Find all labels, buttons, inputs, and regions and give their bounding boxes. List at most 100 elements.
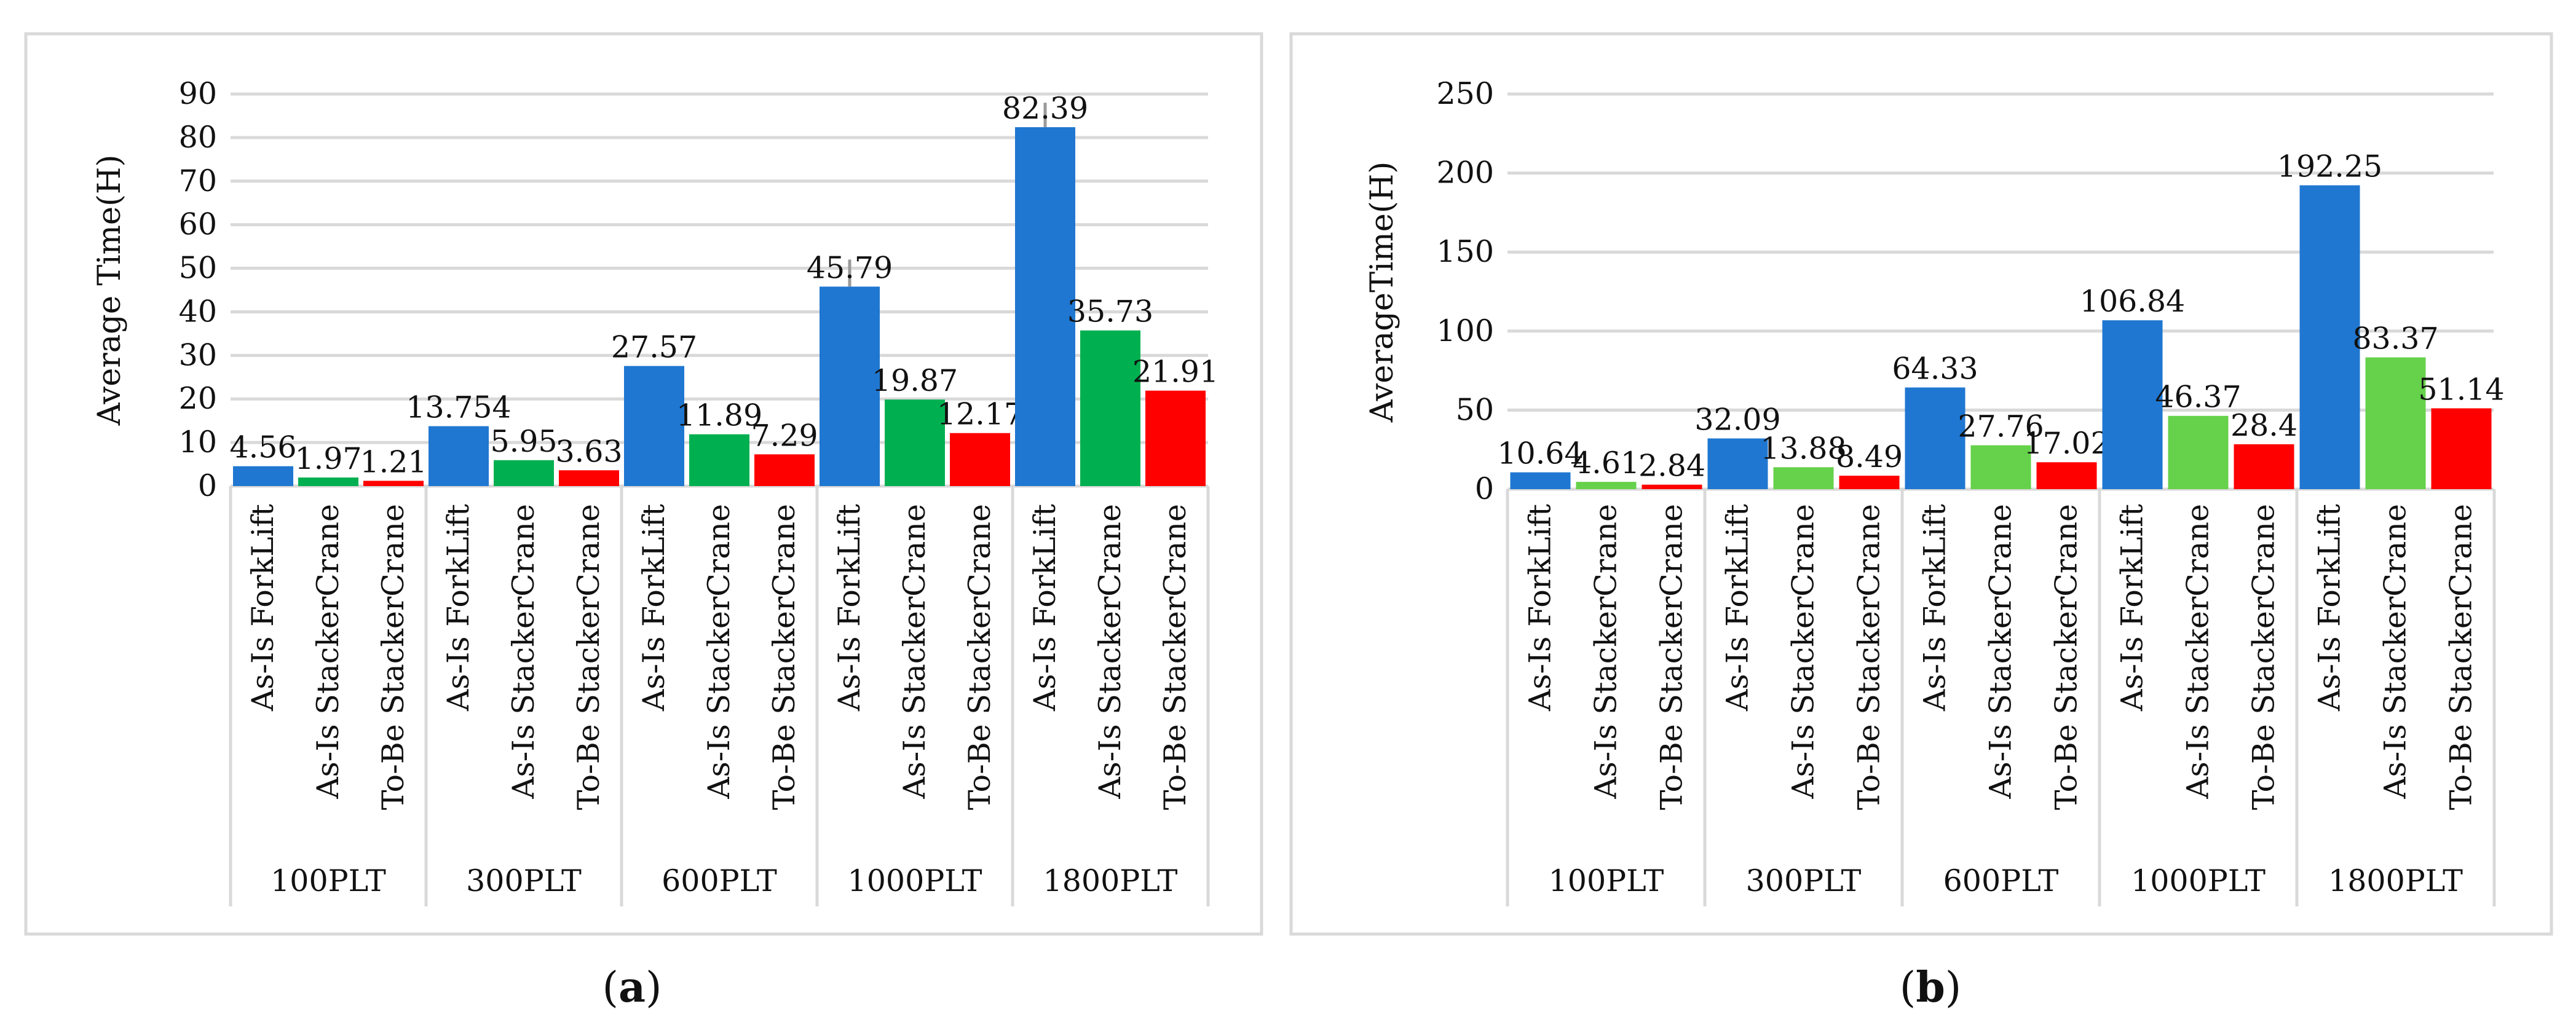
category-label: As-Is StackerCrane	[506, 504, 541, 799]
bar-1800plt-series-3	[2431, 408, 2492, 489]
category-label: As-Is ForkLift	[1523, 504, 1558, 712]
bar-100plt-series-3	[363, 481, 424, 486]
data-label: 1.97	[294, 441, 362, 476]
caption-b: (b)	[1900, 963, 1962, 1012]
category-label: As-Is StackerCrane	[701, 504, 737, 799]
category-label: As-Is ForkLift	[1918, 504, 1953, 712]
data-label: 51.14	[2418, 372, 2504, 407]
data-label: 28.4	[2230, 408, 2297, 443]
y-tick-label: 50	[179, 251, 217, 286]
caption-letter: a	[618, 963, 646, 1012]
category-label: As-Is ForkLift	[1027, 504, 1062, 712]
bar-600plt-series-1	[624, 366, 684, 486]
y-tick-label: 90	[179, 76, 217, 111]
data-label: 46.37	[2155, 380, 2241, 415]
bar-100plt-series-1	[1510, 472, 1571, 489]
data-label: 5.95	[490, 424, 557, 459]
category-label: To-Be StackerCrane	[376, 504, 411, 810]
data-label: 106.84	[2080, 284, 2185, 319]
bar-600plt-series-3	[754, 454, 815, 486]
bar-1000plt-series-2	[885, 399, 945, 486]
data-label: 2.84	[1638, 449, 1705, 484]
data-label: 3.63	[555, 434, 622, 469]
y-tick-label: 60	[179, 207, 217, 242]
category-label: As-Is StackerCrane	[2181, 504, 2216, 799]
bar-600plt-series-2	[1970, 445, 2031, 489]
y-tick-label: 10	[179, 425, 217, 460]
bar-1000plt-series-3	[2234, 444, 2294, 489]
data-label: 32.09	[1694, 402, 1780, 437]
category-label: To-Be StackerCrane	[2246, 504, 2282, 810]
y-tick-label: 20	[179, 381, 217, 416]
group-label: 1800PLT	[1043, 863, 1178, 898]
y-tick-label: 40	[179, 294, 217, 329]
y-axis-title: AverageTime(H)	[1364, 162, 1401, 423]
category-label: To-Be StackerCrane	[2049, 504, 2084, 810]
group-label: 1800PLT	[2328, 863, 2463, 898]
y-axis-title: Average Time(H)	[92, 155, 128, 426]
bar-300plt-series-2	[494, 460, 554, 486]
data-label: 192.25	[2277, 149, 2382, 184]
bar-100plt-series-2	[1576, 482, 1637, 489]
group-label: 100PLT	[271, 863, 386, 898]
bar-1000plt-series-1	[2102, 320, 2163, 489]
data-label: 4.61	[1573, 446, 1640, 481]
group-label: 300PLT	[466, 863, 582, 898]
data-label: 13.88	[1760, 431, 1846, 466]
y-tick-label: 250	[1436, 76, 1494, 111]
data-label: 1.21	[360, 444, 427, 479]
y-tick-label: 50	[1456, 392, 1494, 427]
data-label: 7.29	[751, 418, 818, 453]
y-tick-label: 100	[1436, 313, 1494, 348]
category-label: To-Be StackerCrane	[962, 504, 997, 810]
category-label: To-Be StackerCrane	[571, 504, 606, 810]
data-label: 45.79	[807, 250, 893, 285]
bar-300plt-series-1	[1707, 438, 1768, 489]
bar-300plt-series-1	[429, 426, 489, 486]
data-label: 64.33	[1892, 352, 1978, 387]
bar-1000plt-series-1	[820, 286, 880, 486]
data-label: 10.64	[1497, 436, 1583, 471]
bar-600plt-series-3	[2036, 462, 2097, 489]
chart-panel-b: 0 50 100 150 200 250 AverageTime(H) 100PLT 10.64…	[1289, 32, 2553, 936]
bar-300plt-series-3	[559, 470, 619, 486]
y-tick-label: 80	[179, 120, 217, 155]
data-label: 13.754	[406, 390, 511, 425]
data-label: 19.87	[872, 363, 958, 398]
data-label: 35.73	[1067, 294, 1153, 329]
bar-100plt-series-3	[1642, 484, 1702, 489]
bar-1800plt-series-1	[2299, 185, 2360, 489]
bar-100plt-series-2	[298, 477, 358, 486]
category-label: As-Is StackerCrane	[1092, 504, 1128, 799]
chart-panel-a: 0 10 20 30 40 50 60 70 80 90 Average Time(H) 100PLT…	[24, 32, 1263, 936]
data-label: 27.57	[611, 330, 697, 365]
bar-600plt-series-1	[1905, 387, 1966, 489]
group-label: 600PLT	[662, 863, 777, 898]
data-label: 83.37	[2352, 321, 2438, 356]
category-label: As-Is StackerCrane	[1589, 504, 1624, 799]
bar-1800plt-series-3	[1145, 390, 1206, 486]
category-label: As-Is ForkLift	[441, 504, 476, 712]
group-label: 300PLT	[1746, 863, 1862, 898]
category-label: As-Is StackerCrane	[1786, 504, 1821, 799]
y-tick-label: 30	[179, 337, 217, 372]
category-label: To-Be StackerCrane	[1654, 504, 1689, 810]
data-label: 82.39	[1002, 91, 1088, 126]
data-label: 21.91	[1132, 355, 1219, 390]
bar-600plt-series-2	[689, 434, 749, 486]
group-label: 1000PLT	[848, 863, 982, 898]
category-label: As-Is ForkLift	[636, 504, 671, 712]
category-label: As-Is StackerCrane	[2378, 504, 2413, 799]
caption-letter: b	[1916, 963, 1945, 1012]
y-tick-label: 200	[1436, 155, 1494, 190]
category-label: As-Is StackerCrane	[310, 504, 346, 799]
bar-100plt-series-1	[233, 466, 293, 486]
group-label: 1000PLT	[2131, 863, 2266, 898]
bar-1000plt-series-2	[2168, 415, 2229, 489]
category-label: As-Is StackerCrane	[1983, 504, 2018, 799]
bar-1800plt-series-1	[1015, 127, 1075, 487]
category-label: To-Be StackerCrane	[767, 504, 802, 810]
group-label: 600PLT	[1943, 863, 2059, 898]
data-label: 11.89	[676, 398, 762, 433]
